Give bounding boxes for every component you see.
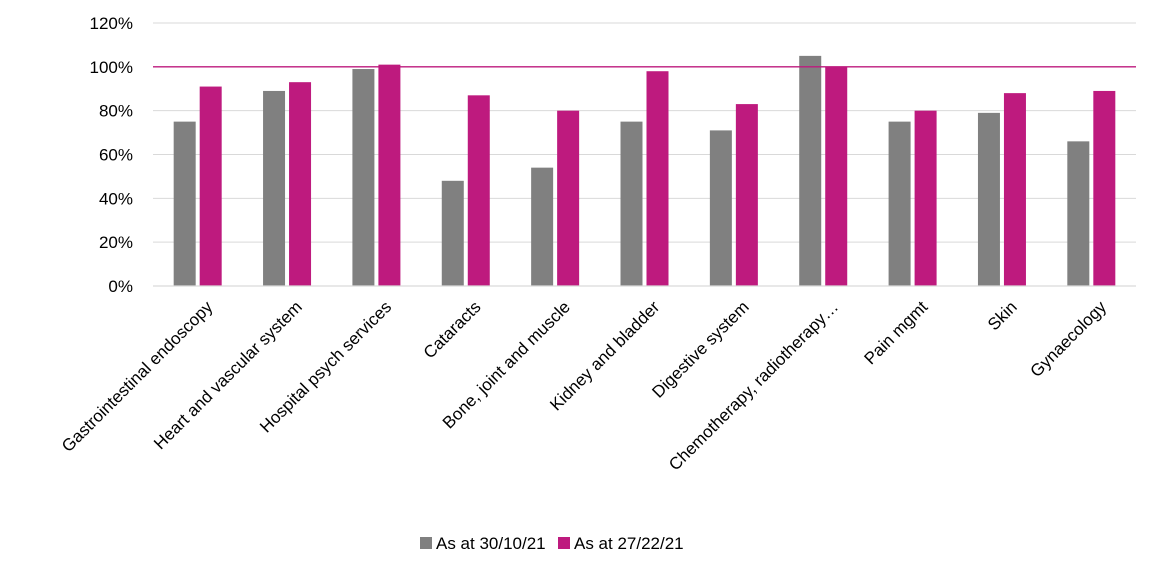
bar	[467, 95, 490, 286]
x-category-label: Digestive system	[648, 297, 752, 401]
legend-label: As at 27/22/21	[574, 534, 684, 553]
bar	[173, 121, 196, 286]
y-tick-label: 40%	[99, 189, 133, 208]
bars	[173, 55, 1116, 287]
y-tick-label: 100%	[90, 58, 133, 77]
x-category-label: Cataracts	[420, 297, 485, 362]
bar	[378, 64, 401, 287]
legend-swatch	[558, 537, 570, 549]
bar	[263, 90, 286, 286]
x-category-label: Chemotherapy, radiotherapy…	[665, 297, 842, 474]
y-tick-label: 20%	[99, 233, 133, 252]
bar	[888, 121, 911, 286]
bar	[735, 104, 758, 286]
bar	[199, 86, 222, 286]
bar	[289, 82, 312, 286]
y-tick-label: 120%	[90, 14, 133, 33]
x-category-label: Skin	[984, 297, 1021, 334]
x-category-label: Pain mgmt	[861, 297, 932, 368]
bar	[531, 167, 554, 286]
bar	[709, 130, 732, 286]
bar	[799, 55, 822, 286]
bar	[646, 71, 669, 286]
y-tick-label: 60%	[99, 146, 133, 165]
x-category-label: Gynaecology	[1027, 297, 1111, 381]
legend-label: As at 30/10/21	[436, 534, 546, 553]
bar	[825, 66, 848, 286]
bar	[557, 110, 580, 287]
bar	[441, 180, 464, 286]
x-category-label: Gastrointestinal endoscopy	[58, 297, 217, 456]
bar	[914, 110, 937, 287]
x-category-label: Heart and vascular system	[150, 297, 306, 453]
bar	[1003, 93, 1026, 286]
legend-swatch	[420, 537, 432, 549]
bar	[620, 121, 643, 286]
legend: As at 30/10/21 As at 27/22/21	[420, 534, 684, 553]
y-tick-label: 0%	[108, 277, 133, 296]
bar	[977, 112, 1000, 286]
y-tick-label: 80%	[99, 102, 133, 121]
bar	[352, 69, 375, 287]
bar	[1067, 141, 1090, 286]
bar	[1093, 90, 1116, 286]
y-axis-tick-labels: 0% 20% 40% 60% 80% 100% 120%	[90, 14, 133, 296]
